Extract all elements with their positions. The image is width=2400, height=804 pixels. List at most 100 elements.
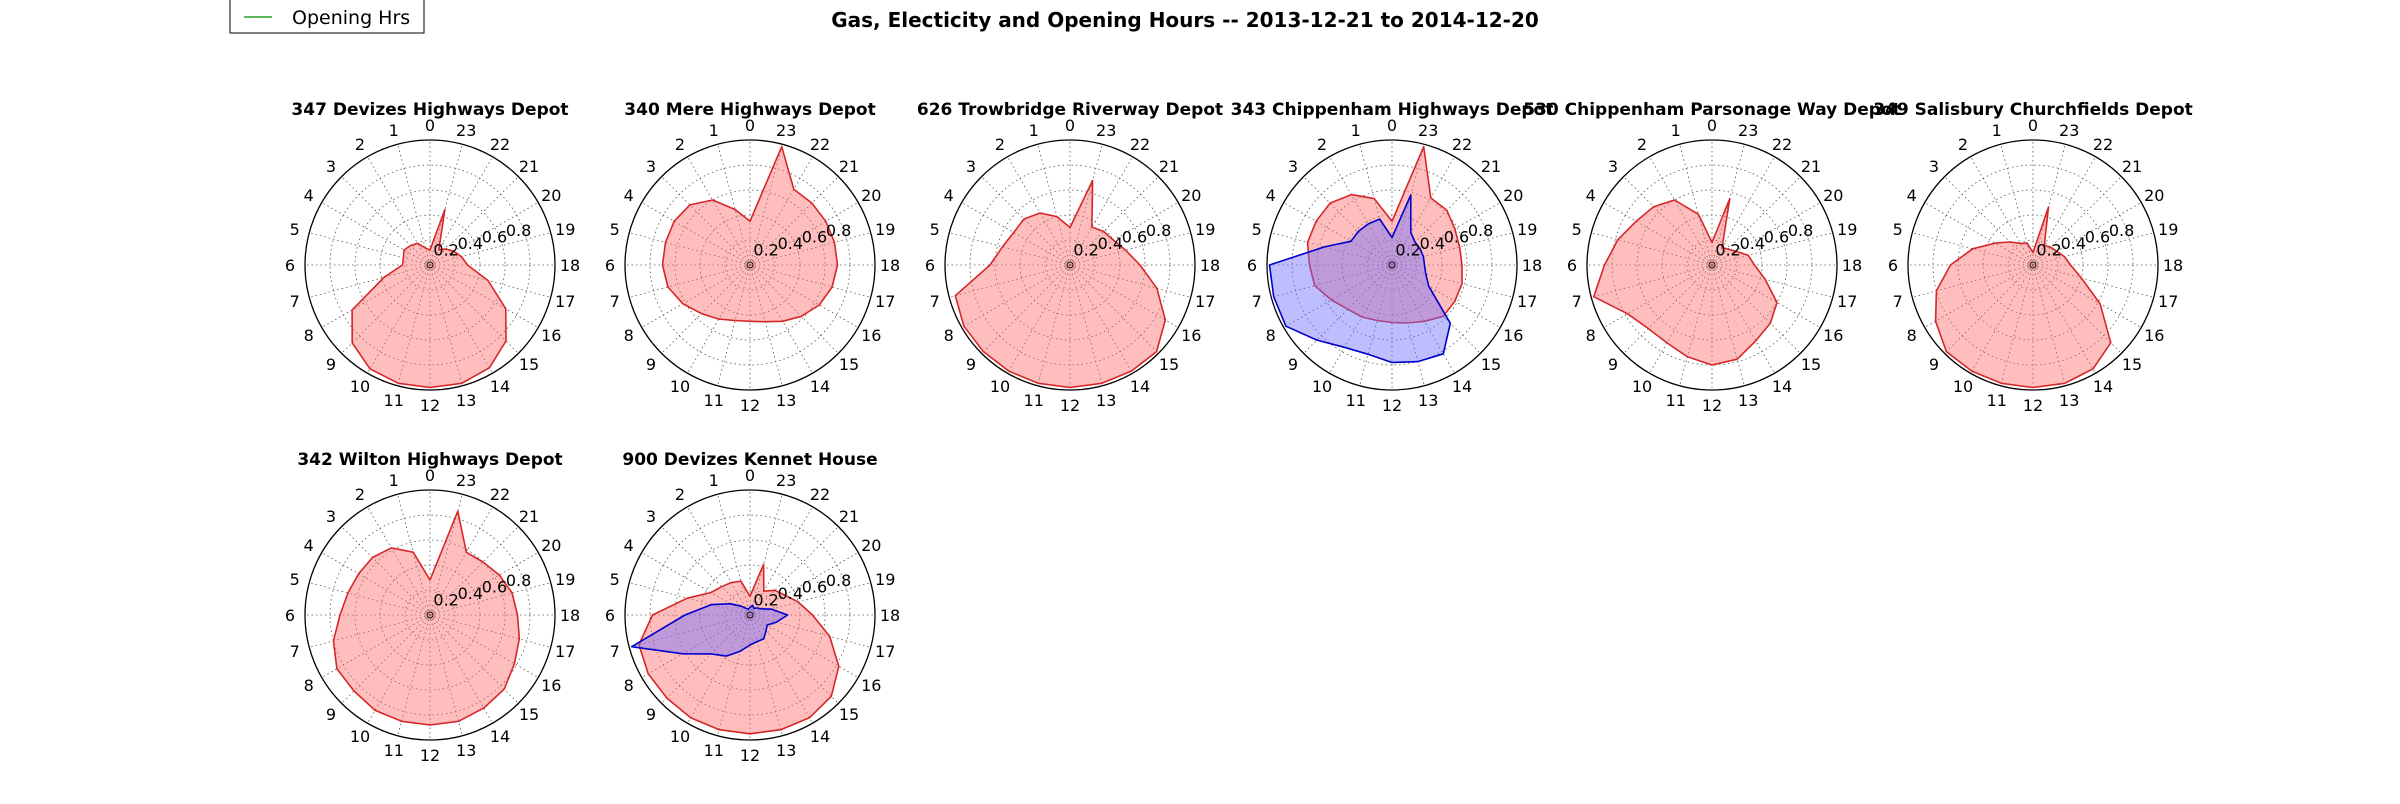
theta-tick-label: 6 (605, 606, 615, 625)
r-tick-label: 0.4 (1420, 234, 1445, 253)
theta-tick-label: 18 (560, 256, 580, 275)
r-tick-label: 0.6 (802, 228, 827, 247)
grid-ring (404, 239, 456, 291)
theta-tick-label: 4 (304, 536, 314, 555)
center-marker (746, 261, 754, 269)
grid-spoke (429, 614, 539, 678)
grid-spoke (749, 264, 871, 298)
theta-tick-label: 20 (861, 536, 881, 555)
theta-tick-label: 3 (326, 507, 336, 526)
outer-ring (1586, 139, 1838, 391)
grid-spoke (1649, 156, 1713, 266)
theta-tick-label: 20 (541, 536, 561, 555)
grid-spoke (1391, 264, 1513, 298)
theta-tick-label: 1 (1671, 121, 1681, 140)
grid-spoke (429, 144, 463, 266)
grid-spoke (429, 156, 493, 266)
theta-tick-label: 5 (290, 220, 300, 239)
grid-spoke (1944, 264, 2034, 354)
grid-spoke (1912, 232, 2034, 266)
theta-tick-label: 14 (1130, 377, 1150, 396)
grid-spoke (2032, 144, 2066, 266)
grid-spoke (429, 264, 539, 328)
theta-tick-label: 14 (490, 727, 510, 746)
theta-tick-label: 17 (555, 642, 575, 661)
grid-spoke (2032, 202, 2142, 266)
r-tick-label: 0.8 (826, 221, 851, 240)
grid-spoke (749, 202, 859, 266)
theta-tick-label: 21 (839, 157, 859, 176)
figure-title: Gas, Electicity and Opening Hours -- 201… (831, 8, 1539, 32)
theta-tick-label: 18 (880, 606, 900, 625)
grid-spoke (949, 264, 1071, 298)
r-tick-label: 0.4 (1098, 234, 1123, 253)
grid-spoke (309, 232, 431, 266)
theta-tick-label: 8 (304, 326, 314, 345)
theta-tick-label: 23 (1738, 121, 1758, 140)
theta-tick-label: 5 (930, 220, 940, 239)
theta-tick-label: 19 (1517, 220, 1537, 239)
theta-tick-label: 6 (925, 256, 935, 275)
theta-tick-label: 15 (519, 355, 539, 374)
grid-spoke (717, 494, 751, 616)
theta-tick-label: 17 (2158, 292, 2178, 311)
grid-spoke (1391, 264, 1501, 328)
grid-spoke (1283, 202, 1393, 266)
theta-tick-label: 23 (1418, 121, 1438, 140)
theta-tick-label: 22 (1452, 135, 1472, 154)
theta-tick-label: 9 (646, 355, 656, 374)
theta-tick-label: 15 (1801, 355, 1821, 374)
grid-spoke (1069, 264, 1103, 386)
grid-ring (1341, 214, 1443, 316)
theta-tick-label: 2 (995, 135, 1005, 154)
grid-spoke (641, 614, 751, 678)
chart-title: 343 Chippenham Highways Depot (1231, 100, 1554, 120)
grid-spoke (1711, 264, 1821, 328)
grid-spoke (1069, 264, 1133, 374)
r-tick-label: 0.6 (1444, 228, 1469, 247)
grid-ring (1611, 164, 1813, 366)
theta-tick-label: 19 (875, 220, 895, 239)
theta-tick-label: 23 (776, 471, 796, 490)
grid-spoke (429, 582, 551, 616)
grid-spoke (749, 614, 871, 648)
grid-spoke (367, 264, 431, 374)
theta-tick-label: 9 (1608, 355, 1618, 374)
grid-ring (649, 514, 851, 716)
theta-tick-label: 1 (389, 121, 399, 140)
grid-spoke (321, 202, 431, 266)
theta-tick-label: 16 (1181, 326, 1201, 345)
grid-spoke (1069, 232, 1191, 266)
grid-ring (354, 539, 506, 691)
theta-tick-label: 22 (490, 135, 510, 154)
theta-tick-label: 16 (861, 326, 881, 345)
theta-tick-label: 23 (776, 121, 796, 140)
theta-tick-label: 7 (290, 292, 300, 311)
theta-tick-label: 2 (675, 135, 685, 154)
theta-tick-label: 7 (1893, 292, 1903, 311)
radar-chart: 530 Chippenham Parsonage Way Depot 0.20.4… (1523, 100, 1901, 415)
theta-tick-label: 6 (285, 256, 295, 275)
theta-tick-label: 16 (861, 676, 881, 695)
theta-tick-label: 3 (1929, 157, 1939, 176)
grid-spoke (429, 176, 519, 266)
theta-tick-label: 5 (290, 570, 300, 589)
theta-tick-label: 8 (1586, 326, 1596, 345)
theta-tick-label: 10 (350, 377, 370, 396)
grid-ring (354, 189, 506, 341)
grid-ring (329, 514, 531, 716)
theta-tick-label: 2 (355, 135, 365, 154)
grid-spoke (1912, 264, 2034, 298)
theta-tick-label: 8 (624, 676, 634, 695)
grid-spoke (341, 176, 431, 266)
grid-spoke (309, 582, 431, 616)
grid-spoke (1711, 232, 1833, 266)
r-tick-label: 0.2 (1715, 241, 1740, 260)
theta-tick-label: 14 (1452, 377, 1472, 396)
grid-ring (699, 214, 801, 316)
radar-chart: 347 Devizes Highways Depot 0.20.40.60.8 0 1… (285, 100, 580, 415)
theta-tick-label: 4 (624, 536, 634, 555)
grid-spoke (1924, 264, 2034, 328)
theta-tick-label: 19 (1195, 220, 1215, 239)
